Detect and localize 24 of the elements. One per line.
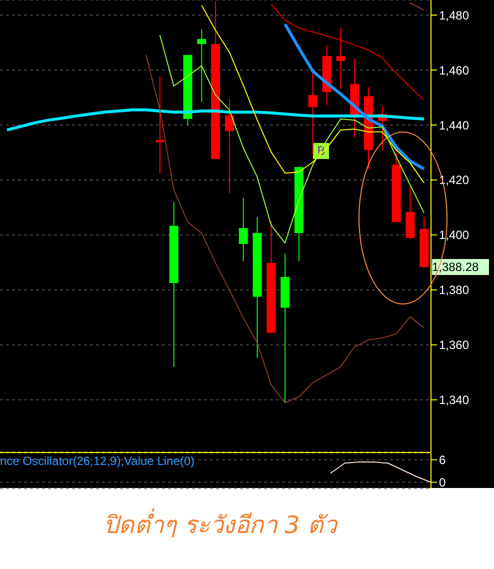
y-tick-label: 1,340	[439, 393, 470, 408]
line-series	[5, 108, 426, 132]
line-series	[330, 462, 432, 483]
text: 1,388.28	[432, 259, 489, 276]
candlestick	[308, 70, 318, 156]
y-tick-label: 0	[439, 476, 446, 490]
y-tick-label: 1,480	[439, 8, 470, 22]
candlestick	[336, 28, 346, 90]
y-tick-label: 6	[439, 453, 446, 468]
candlestick	[238, 197, 248, 262]
annotation: nce Oscillator(26,12,9),Value Line(0)	[0, 454, 195, 468]
y-tick-label: 1,460	[439, 63, 470, 78]
line-series	[145, 54, 425, 404]
candlestick	[155, 76, 164, 174]
line-series	[201, 4, 425, 184]
candlestick	[224, 98, 234, 194]
y-tick-label: 1,360	[439, 338, 470, 352]
line-series	[270, 4, 425, 101]
text: ปิดต่ำๆ ระวังอีกา 3 ตัว	[102, 507, 338, 541]
line-series	[284, 22, 426, 170]
line-series	[159, 34, 425, 244]
candlestick	[197, 28, 206, 102]
y-tick-label: 1,380	[439, 283, 470, 298]
y-tick-label: 1,440	[439, 118, 470, 132]
